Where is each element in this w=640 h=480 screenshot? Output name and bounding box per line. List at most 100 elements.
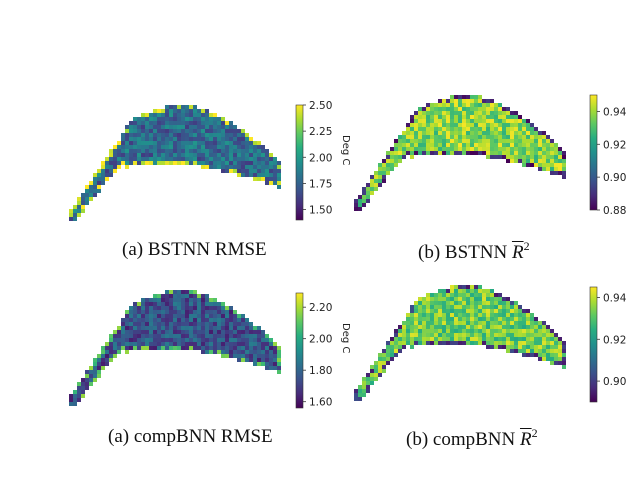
map-cell: [105, 157, 109, 161]
map-cell: [205, 137, 209, 141]
map-cell: [446, 131, 450, 135]
map-cell: [261, 350, 265, 354]
map-cell: [249, 330, 253, 334]
map-cell: [542, 349, 546, 353]
map-cell: [526, 155, 530, 159]
map-cell: [454, 131, 458, 135]
map-cell: [454, 147, 458, 151]
map-cell: [418, 297, 422, 301]
map-cell: [101, 177, 105, 181]
map-cell: [422, 329, 426, 333]
map-cell: [265, 181, 269, 185]
map-cell: [450, 111, 454, 115]
map-cell: [462, 103, 466, 107]
map-cell: [410, 321, 414, 325]
map-cell: [109, 338, 113, 342]
map-cell: [249, 322, 253, 326]
map-cell: [546, 167, 550, 171]
map-cell: [165, 346, 169, 350]
map-cell: [161, 157, 165, 161]
map-cell: [97, 181, 101, 185]
map-cell: [85, 201, 89, 205]
map-cell: [249, 326, 253, 330]
map-cell: [562, 155, 566, 159]
map-cell: [97, 370, 101, 374]
map-cell: [426, 293, 430, 297]
map-cell: [153, 157, 157, 161]
map-cell: [157, 314, 161, 318]
map-cell: [474, 289, 478, 293]
map-cell: [197, 125, 201, 129]
map-cell: [438, 99, 442, 103]
map-cell: [181, 334, 185, 338]
map-cell: [474, 143, 478, 147]
map-cell: [217, 133, 221, 137]
map-cell: [522, 123, 526, 127]
map-cell: [277, 169, 281, 173]
map-cell: [426, 305, 430, 309]
map-cell: [273, 358, 277, 362]
map-cell: [117, 149, 121, 153]
map-cell: [173, 326, 177, 330]
map-cell: [189, 302, 193, 306]
map-cell: [137, 346, 141, 350]
map-cell: [97, 185, 101, 189]
map-cell: [446, 147, 450, 151]
map-cell: [446, 325, 450, 329]
map-cell: [446, 99, 450, 103]
map-cell: [149, 346, 153, 350]
map-cell: [458, 147, 462, 151]
map-cell: [466, 313, 470, 317]
map-cell: [217, 153, 221, 157]
map-cell: [498, 103, 502, 107]
colorbar-tick-label: 2.50: [309, 100, 332, 112]
map-cell: [474, 123, 478, 127]
map-cell: [81, 390, 85, 394]
map-cell: [466, 289, 470, 293]
map-cell: [402, 135, 406, 139]
map-cell: [221, 326, 225, 330]
map-cell: [205, 153, 209, 157]
map-cell: [137, 157, 141, 161]
map-cell: [193, 153, 197, 157]
map-cell: [277, 346, 281, 350]
map-cell: [101, 354, 105, 358]
map-cell: [181, 105, 185, 109]
map-cell: [490, 131, 494, 135]
map-cell: [237, 322, 241, 326]
map-cell: [141, 149, 145, 153]
colorbar-gradient: [295, 104, 304, 221]
map-cell: [253, 177, 257, 181]
map-cell: [474, 111, 478, 115]
map-cell: [193, 338, 197, 342]
map-cell: [157, 117, 161, 121]
map-cell: [470, 341, 474, 345]
map-cell: [450, 103, 454, 107]
map-cell: [506, 107, 510, 111]
map-cell: [562, 167, 566, 171]
map-cell: [73, 209, 77, 213]
map-cell: [458, 99, 462, 103]
map-cell: [269, 338, 273, 342]
map-cell: [414, 341, 418, 345]
map-cell: [506, 127, 510, 131]
map-cell: [414, 325, 418, 329]
map-cell: [510, 155, 514, 159]
map-cell: [125, 318, 129, 322]
map-cell: [101, 358, 105, 362]
map-cell: [498, 115, 502, 119]
map-cell: [185, 105, 189, 109]
map-cell: [205, 129, 209, 133]
map-cell: [494, 143, 498, 147]
map-cell: [538, 131, 542, 135]
map-cell: [562, 159, 566, 163]
map-cell: [225, 161, 229, 165]
map-cell: [217, 350, 221, 354]
map-cell: [446, 293, 450, 297]
map-cell: [542, 163, 546, 167]
map-cell: [253, 157, 257, 161]
map-cell: [430, 103, 434, 107]
map-cell: [89, 185, 93, 189]
map-cell: [486, 293, 490, 297]
map-cell: [133, 137, 137, 141]
